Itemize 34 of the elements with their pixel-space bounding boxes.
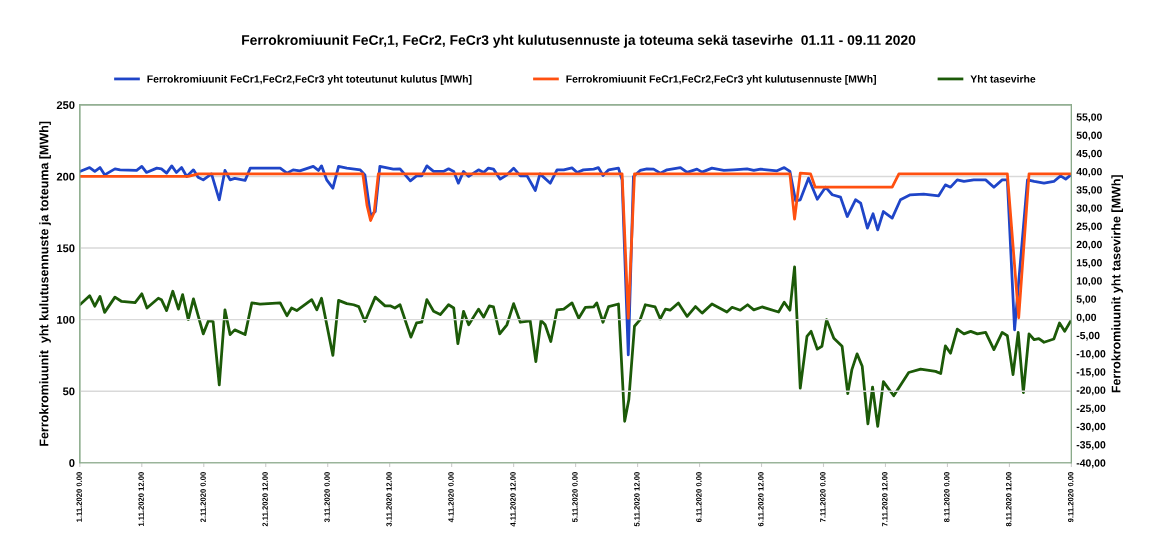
legend-label: Ferrokromiuunit FeCr1,FeCr2,FeCr3 yht toteutunut kulutus [MWh]: [147, 75, 472, 85]
y2-tick-label: -30,00: [1076, 422, 1106, 432]
y2-tick-label: -40,00: [1076, 459, 1106, 469]
legend-label: Yht tasevirhe: [970, 75, 1036, 83]
chart-title: Ferrokromiuunit FeCr,1, FeCr2, FeCr3 yht kulutusennuste ja toteuma sekä tasevirhe 01.11 - 09.11 2020: [242, 34, 916, 48]
y2-tick-label: 40,00: [1076, 167, 1102, 177]
y2-tick-label: 30,00: [1076, 204, 1102, 214]
y-tick-label: 200: [56, 172, 75, 181]
y2-tick-label: -35,00: [1076, 441, 1106, 450]
y-tick-label: 50: [62, 387, 75, 396]
y2-tick-label: 35,00: [1076, 186, 1102, 196]
y2-tick-label: 55,00: [1076, 113, 1102, 123]
y2-tick-label: 25,00: [1076, 222, 1102, 232]
y2-tick-label: -25,00: [1076, 404, 1106, 414]
y-tick-label: 100: [57, 315, 75, 324]
y2-axis-title: Ferrokromiuunit yht tasevirhe [MWh]: [1111, 175, 1123, 393]
y2-tick-label: 20,00: [1076, 240, 1102, 250]
y-tick-label: 150: [57, 244, 75, 253]
y2-tick-label: 0,00: [1076, 313, 1097, 323]
y2-tick-label: 5,00: [1076, 295, 1097, 305]
y-tick-label: 0: [69, 459, 75, 467]
y2-tick-label: -15,00: [1076, 368, 1106, 378]
y-tick-label: 250: [56, 101, 75, 109]
y2-tick-label: 45,00: [1076, 149, 1102, 159]
y2-tick-label: 10,00: [1076, 277, 1102, 287]
y2-tick-label: -20,00: [1076, 386, 1106, 396]
y2-tick-label: 15,00: [1076, 259, 1102, 268]
line-series: [79, 171, 1072, 320]
y2-tick-label: -5,00: [1076, 331, 1100, 341]
y2-tick-label: 50,00: [1076, 131, 1102, 141]
y2-tick-label: -10,00: [1076, 350, 1106, 359]
y-axis-title: Ferrokromiuunit yht kulutusennuste ja toteuma [MWh]: [39, 121, 51, 446]
legend-label: Ferrokromiuunit FeCr1,FeCr2,FeCr3 yht kulutusennuste [MWh]: [566, 75, 876, 85]
line-series: [79, 265, 1072, 428]
